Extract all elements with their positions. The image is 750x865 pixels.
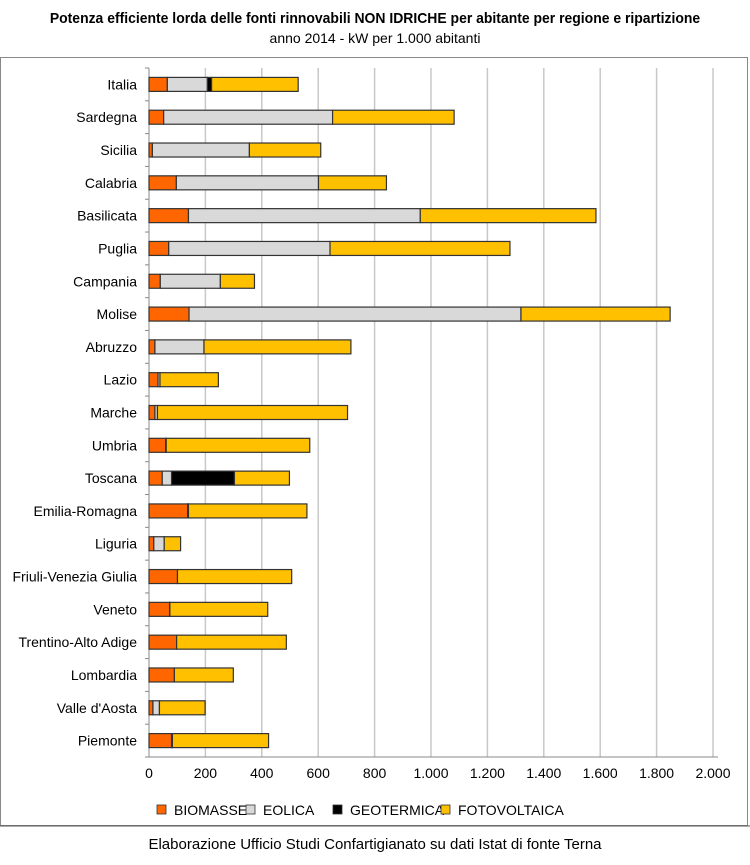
bar-geotermica [206, 76, 213, 93]
category-label: Italia [107, 76, 137, 92]
source-note: Elaborazione Ufficio Studi Confartigiana… [148, 836, 602, 853]
bar-biomasse [148, 109, 165, 125]
category-label: Puglia [98, 240, 137, 256]
bar-fotovoltaica [233, 470, 291, 486]
category-label: Molise [97, 306, 138, 322]
bar-fotovoltaica [187, 503, 308, 519]
category-label: Lombardia [71, 667, 137, 683]
bar-biomasse [148, 503, 189, 519]
category-label: Campania [73, 273, 137, 289]
bar-biomasse [148, 667, 175, 683]
bar-fotovoltaica [203, 339, 352, 355]
x-tick-label: 2.000 [695, 765, 730, 781]
bar-eolica [161, 470, 173, 486]
bar-chart: 0 200 400 600 800 1.000 1.200 1.400 1.600 1.800 2.… [0, 67, 750, 827]
bar-fotovoltaica [159, 372, 219, 388]
x-tick-label: 600 [307, 765, 331, 781]
category-label: Emilia-Romagna [34, 503, 138, 519]
bar-biomasse [148, 273, 161, 289]
bar-fotovoltaica [171, 732, 270, 749]
category-label: Toscana [85, 470, 137, 486]
x-tick-label: 1.600 [583, 765, 618, 781]
bar-eolica [187, 208, 421, 224]
legend-label: EOLICA [263, 802, 315, 818]
bar-fotovoltaica [169, 601, 269, 617]
category-label: Calabria [85, 175, 137, 191]
chart-subtitle: anno 2014 - kW per 1.000 abitanti [269, 30, 481, 46]
bar-biomasse [148, 76, 168, 93]
bar-fotovoltaica [156, 404, 349, 421]
bar-biomasse [148, 470, 163, 486]
x-tick-label: 0 [145, 765, 153, 781]
bar-biomasse [148, 568, 179, 585]
bar-biomasse [148, 601, 171, 617]
bar-biomasse [148, 175, 177, 191]
category-label: Lazio [104, 372, 138, 388]
bar-fotovoltaica [317, 175, 388, 191]
bar-eolica [154, 339, 205, 355]
bar-fotovoltaica [331, 109, 455, 125]
bar-biomasse [148, 404, 156, 421]
bar-fotovoltaica [211, 76, 299, 93]
category-label: Liguria [95, 536, 137, 552]
x-tick-label: 1.400 [526, 765, 561, 781]
bar-fotovoltaica [176, 634, 287, 650]
legend-label: GEOTERMICA [350, 802, 445, 818]
x-tick-label: 1.000 [413, 765, 448, 781]
bar-fotovoltaica [219, 273, 256, 289]
bar-eolica [151, 142, 250, 158]
bar-fotovoltaica [158, 700, 206, 716]
bar-biomasse [148, 208, 190, 224]
bar-eolica [166, 76, 208, 93]
bar-fotovoltaica [329, 240, 511, 257]
legend-swatch-biomasse [156, 804, 167, 815]
category-label: Friuli-Venezia Giulia [13, 569, 138, 585]
bar-eolica [188, 306, 522, 322]
bar-biomasse [148, 372, 159, 388]
bar-biomasse [148, 536, 155, 552]
category-label: Veneto [93, 601, 137, 617]
x-tick-label: 1.800 [639, 765, 674, 781]
bar-eolica [168, 240, 331, 257]
legend-label: BIOMASSE [174, 802, 247, 818]
bar-fotovoltaica [248, 142, 322, 158]
x-tick-label: 200 [194, 765, 218, 781]
legend-swatch-eolica [245, 804, 256, 815]
legend-label: FOTOVOLTAICA [458, 802, 564, 818]
bar-biomasse [148, 437, 167, 453]
bar-biomasse [148, 732, 173, 749]
bar-fotovoltaica [520, 306, 671, 322]
bar-fotovoltaica [173, 667, 234, 683]
category-label: Piemonte [78, 733, 137, 749]
chart-title: Potenza efficiente lorda delle fonti rin… [49, 10, 701, 27]
bar-fotovoltaica [419, 208, 597, 224]
bar-fotovoltaica [165, 437, 311, 453]
category-label: Sicilia [100, 142, 137, 158]
bar-eolica [153, 536, 165, 552]
x-tick-label: 400 [250, 765, 274, 781]
bar-eolica [163, 109, 334, 125]
bar-geotermica [170, 470, 236, 486]
category-label: Marche [90, 405, 137, 421]
bar-biomasse [148, 634, 178, 650]
x-tick-label: 1.200 [470, 765, 505, 781]
bar-biomasse [148, 306, 190, 322]
category-label: Basilicata [77, 208, 137, 224]
bar-eolica [175, 175, 320, 191]
bar-fotovoltaica [176, 568, 293, 585]
x-tick-label: 800 [363, 765, 387, 781]
category-label: Abruzzo [86, 339, 138, 355]
bar-eolica [152, 700, 161, 716]
category-label: Trentino-Alto Adige [18, 634, 137, 650]
bar-fotovoltaica [163, 536, 182, 552]
category-label: Umbria [92, 437, 137, 453]
category-label: Sardegna [76, 109, 137, 125]
bar-biomasse [148, 240, 170, 257]
legend-swatch-fotovoltaica [440, 804, 451, 815]
bar-eolica [159, 273, 221, 289]
category-label: Valle d'Aosta [57, 700, 137, 716]
legend-swatch-geotermica [332, 804, 343, 815]
bar-biomasse [148, 339, 156, 355]
